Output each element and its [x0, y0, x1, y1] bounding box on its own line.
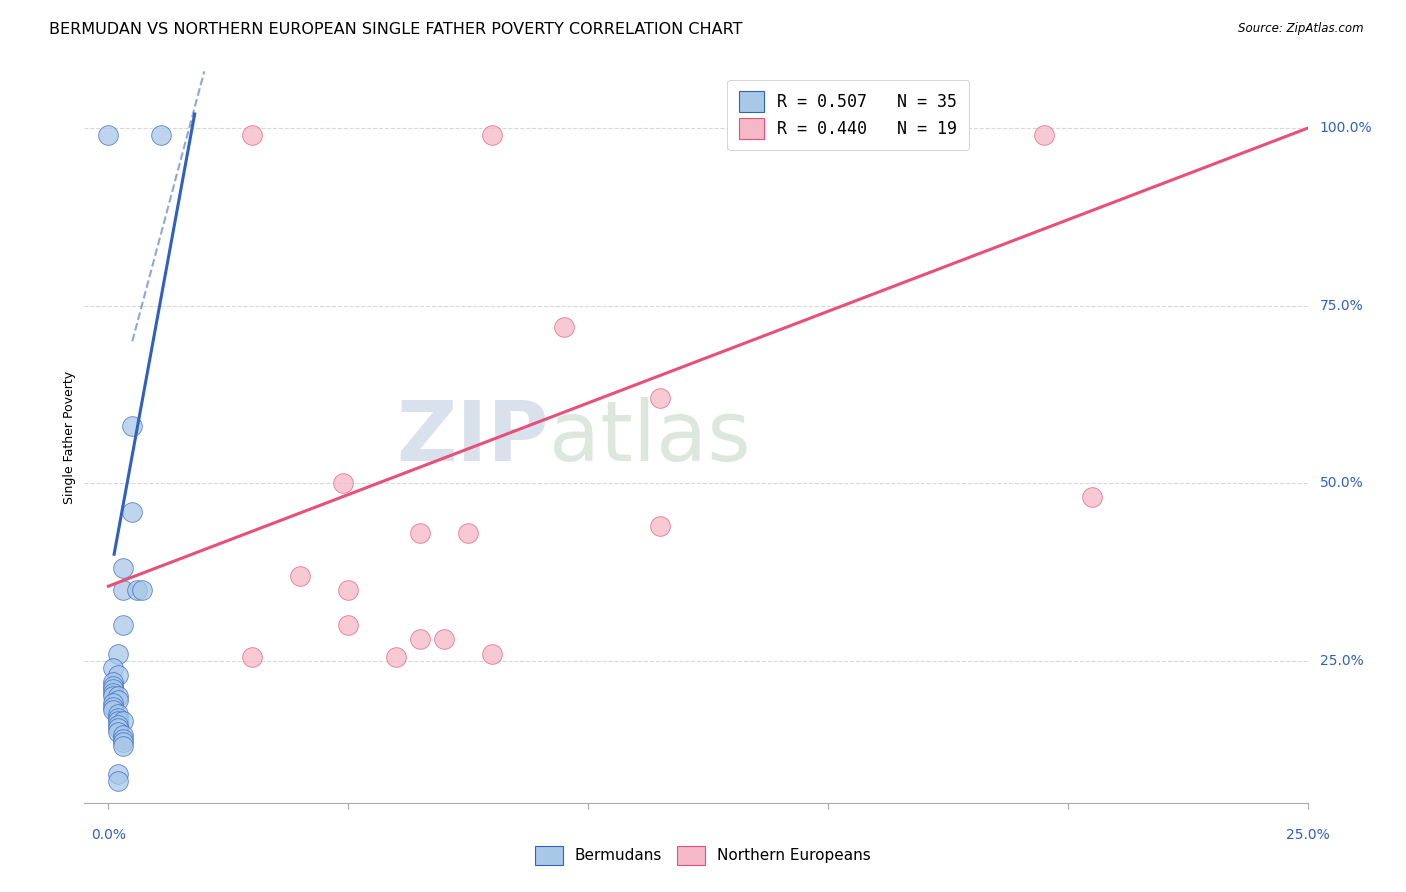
Point — [107, 690, 129, 704]
Point — [648, 519, 671, 533]
Point — [111, 739, 134, 753]
Text: 75.0%: 75.0% — [1320, 299, 1364, 313]
Text: ZIP: ZIP — [396, 397, 550, 477]
Point — [111, 731, 134, 746]
Text: BERMUDAN VS NORTHERN EUROPEAN SINGLE FATHER POVERTY CORRELATION CHART: BERMUDAN VS NORTHERN EUROPEAN SINGLE FAT… — [49, 22, 742, 37]
Point — [107, 774, 129, 789]
Point — [409, 632, 432, 647]
Point — [127, 582, 149, 597]
Point — [111, 618, 134, 632]
Legend: R = 0.507   N = 35, R = 0.440   N = 19: R = 0.507 N = 35, R = 0.440 N = 19 — [727, 79, 969, 151]
Text: Source: ZipAtlas.com: Source: ZipAtlas.com — [1239, 22, 1364, 36]
Point — [97, 128, 120, 143]
Point — [107, 710, 129, 724]
Point — [337, 618, 360, 632]
Point — [240, 128, 263, 143]
Point — [101, 675, 124, 690]
Point — [1080, 491, 1102, 505]
Point — [150, 128, 173, 143]
Point — [107, 668, 129, 682]
Point — [101, 682, 124, 697]
Point — [101, 690, 124, 704]
Point — [648, 391, 671, 405]
Point — [101, 686, 124, 700]
Point — [111, 714, 134, 728]
Point — [481, 128, 503, 143]
Point — [481, 647, 503, 661]
Legend: Bermudans, Northern Europeans: Bermudans, Northern Europeans — [524, 836, 882, 875]
Text: 25.0%: 25.0% — [1320, 654, 1364, 668]
Point — [101, 704, 124, 718]
Text: 25.0%: 25.0% — [1285, 828, 1330, 842]
Y-axis label: Single Father Poverty: Single Father Poverty — [63, 370, 76, 504]
Point — [553, 320, 575, 334]
Point — [107, 647, 129, 661]
Point — [457, 525, 479, 540]
Point — [745, 128, 768, 143]
Point — [107, 717, 129, 731]
Point — [107, 714, 129, 728]
Point — [101, 700, 124, 714]
Text: 50.0%: 50.0% — [1320, 476, 1364, 491]
Point — [131, 582, 153, 597]
Point — [121, 419, 143, 434]
Point — [107, 767, 129, 781]
Point — [101, 679, 124, 693]
Point — [111, 735, 134, 749]
Point — [101, 697, 124, 711]
Point — [111, 728, 134, 742]
Point — [1032, 128, 1054, 143]
Point — [240, 650, 263, 665]
Point — [290, 568, 312, 582]
Text: atlas: atlas — [550, 397, 751, 477]
Point — [121, 505, 143, 519]
Point — [107, 693, 129, 707]
Point — [111, 582, 134, 597]
Point — [107, 721, 129, 735]
Text: 0.0%: 0.0% — [91, 828, 127, 842]
Point — [111, 561, 134, 575]
Point — [101, 661, 124, 675]
Point — [107, 724, 129, 739]
Point — [332, 476, 354, 491]
Point — [385, 650, 408, 665]
Point — [409, 525, 432, 540]
Point — [433, 632, 456, 647]
Point — [337, 582, 360, 597]
Text: 100.0%: 100.0% — [1320, 121, 1372, 136]
Point — [107, 706, 129, 721]
